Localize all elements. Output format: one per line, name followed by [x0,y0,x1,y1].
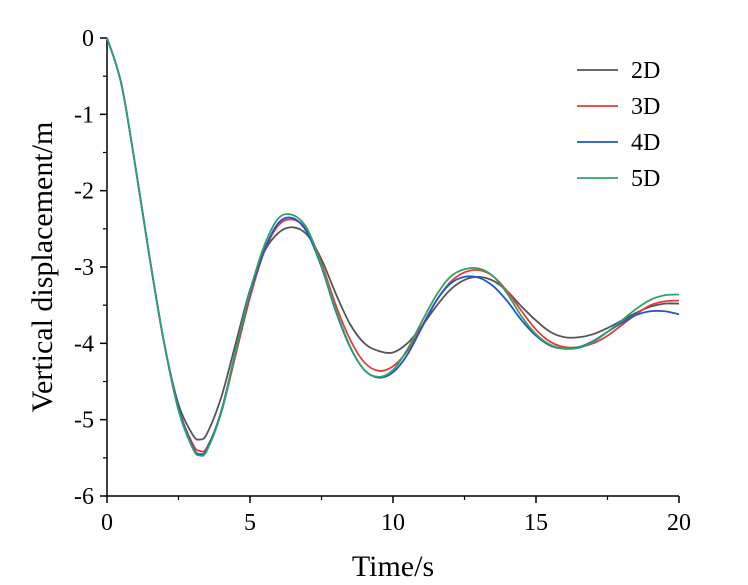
y-tick-label: -5 [74,408,94,434]
legend: 2D 3D 4D 5D [577,58,660,192]
x-tick-label: 0 [101,510,113,536]
legend-label: 3D [631,94,660,120]
y-tick-label: -2 [74,179,94,205]
x-tick-label: 5 [244,510,256,536]
x-tick-label: 15 [524,510,548,536]
axes: 0 5 10 15 20 0 -1 -2 -3 -4 -5 -6 [74,26,691,536]
series-layer [106,37,680,457]
series-line-2D [106,37,680,441]
series-line-4D [106,37,680,456]
series-line-3D [106,37,680,453]
y-tick-label: -3 [74,255,94,281]
series-line-5D [106,37,680,457]
x-tick-label: 20 [667,510,691,536]
x-tick-label: 10 [381,510,405,536]
y-tick-label: -6 [74,484,94,510]
y-axis-title: Vertical displacement/m [26,122,59,413]
legend-label: 5D [631,166,660,192]
x-axis-title: Time/s [352,550,434,583]
legend-label: 2D [631,58,660,84]
y-tick-label: 0 [82,26,94,52]
y-tick-label: -1 [74,102,94,128]
legend-label: 4D [631,130,660,156]
y-tick-label: -4 [74,331,94,357]
